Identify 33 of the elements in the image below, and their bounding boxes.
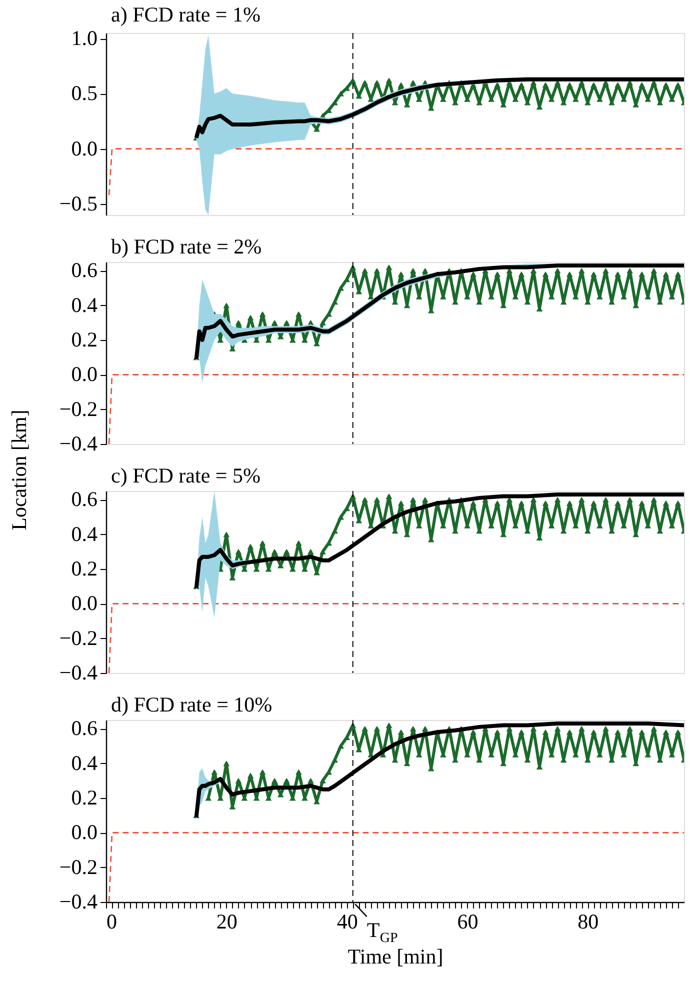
chart-title: a) FCD rate = 1%	[111, 2, 260, 27]
x-tick-label: 80	[578, 910, 599, 934]
y-tick-label: −0.2	[59, 854, 98, 879]
y-tick-label: 0.0	[71, 820, 98, 844]
x-axis-title: Time [min]	[348, 944, 444, 968]
y-tick-label: 0.0	[71, 136, 98, 160]
y-tick-label: −0.4	[59, 432, 98, 456]
y-tick-label: −0.4	[59, 660, 98, 684]
y-tick-label: −0.2	[59, 626, 98, 650]
y-tick-label: 0.0	[71, 591, 98, 616]
y-tick-label: −0.2	[59, 396, 98, 421]
y-tick-label: 0.6	[71, 487, 98, 512]
chart-title: d) FCD rate = 10%	[111, 692, 272, 717]
y-tick-label: −0.5	[59, 191, 98, 216]
x-tick-label: 60	[457, 910, 478, 934]
y-tick-label: 0.0	[71, 362, 98, 386]
y-tick-label: 1.0	[71, 26, 98, 50]
chart-title: b) FCD rate = 2%	[111, 234, 262, 259]
y-tick-label: −0.4	[59, 890, 98, 914]
y-tick-label: 0.6	[71, 258, 98, 282]
chart-title: c) FCD rate = 5%	[111, 464, 260, 488]
x-tick-label: 20	[216, 910, 238, 934]
y-tick-label: 0.2	[71, 328, 98, 352]
x-tick-label: 0	[106, 910, 117, 934]
y-axis-title: Location [km]	[7, 410, 31, 530]
y-tick-label: 0.4	[71, 292, 98, 317]
y-tick-label: 0.2	[71, 556, 98, 580]
y-tick-label: 0.6	[71, 716, 98, 740]
y-tick-label: 0.4	[71, 522, 98, 546]
y-tick-label: 0.4	[71, 750, 98, 775]
y-tick-label: 0.2	[71, 786, 98, 810]
y-tick-label: 0.5	[71, 81, 98, 106]
x-tick-label: 40	[336, 910, 358, 934]
